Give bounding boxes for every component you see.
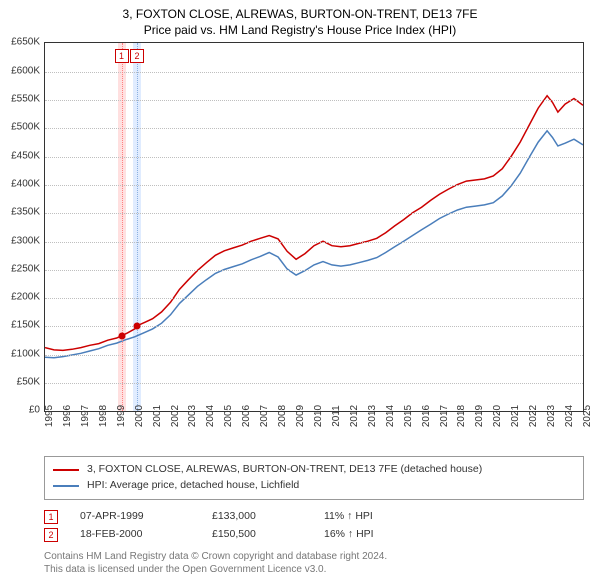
grid-line-h	[45, 270, 583, 271]
sale-price: £150,500	[212, 526, 302, 544]
x-tick-label: 2000	[134, 405, 145, 427]
sale-row: 1 07-APR-1999 £133,000 11% ↑ HPI	[44, 508, 600, 526]
x-tick-label: 2007	[259, 405, 270, 427]
sale-number-box: 1	[44, 510, 58, 524]
x-tick-label: 2004	[205, 405, 216, 427]
sale-marker-line	[122, 43, 123, 411]
x-tick-label: 2016	[421, 405, 432, 427]
y-tick-label: £100K	[11, 348, 40, 359]
grid-line-h	[45, 72, 583, 73]
x-tick-label: 2006	[241, 405, 252, 427]
attribution-line-2: This data is licensed under the Open Gov…	[44, 563, 600, 576]
y-tick-label: £450K	[11, 150, 40, 161]
title-line-1: 3, FOXTON CLOSE, ALREWAS, BURTON-ON-TREN…	[0, 6, 600, 22]
x-tick-label: 2019	[474, 405, 485, 427]
x-tick-label: 1995	[44, 405, 55, 427]
legend-row: 3, FOXTON CLOSE, ALREWAS, BURTON-ON-TREN…	[53, 462, 575, 478]
x-tick-label: 2020	[492, 405, 503, 427]
x-tick-label: 2002	[170, 405, 181, 427]
sale-date: 07-APR-1999	[80, 508, 190, 526]
y-tick-label: £600K	[11, 65, 40, 76]
x-tick-label: 1997	[80, 405, 91, 427]
grid-line-h	[45, 100, 583, 101]
y-tick-label: £650K	[11, 37, 40, 48]
x-tick-label: 1999	[116, 405, 127, 427]
sale-row: 2 18-FEB-2000 £150,500 16% ↑ HPI	[44, 526, 600, 544]
y-tick-label: £50K	[17, 377, 40, 388]
y-tick-label: £200K	[11, 292, 40, 303]
chart-area: 12 £0£50K£100K£150K£200K£250K£300K£350K£…	[44, 42, 584, 412]
x-tick-label: 2017	[439, 405, 450, 427]
sale-number-box: 2	[44, 528, 58, 542]
x-tick-label: 2012	[349, 405, 360, 427]
sale-dot	[118, 333, 125, 340]
legend-swatch	[53, 469, 79, 471]
sale-marker-label: 2	[130, 49, 144, 63]
attribution: Contains HM Land Registry data © Crown c…	[44, 550, 600, 576]
x-tick-label: 1998	[98, 405, 109, 427]
x-tick-label: 2014	[385, 405, 396, 427]
grid-line-h	[45, 298, 583, 299]
x-tick-label: 2010	[313, 405, 324, 427]
sale-date: 18-FEB-2000	[80, 526, 190, 544]
y-tick-label: £550K	[11, 93, 40, 104]
y-tick-label: £400K	[11, 178, 40, 189]
grid-line-h	[45, 128, 583, 129]
title-block: 3, FOXTON CLOSE, ALREWAS, BURTON-ON-TREN…	[0, 0, 600, 38]
legend-box: 3, FOXTON CLOSE, ALREWAS, BURTON-ON-TREN…	[44, 456, 584, 500]
sale-marker-label: 1	[115, 49, 129, 63]
y-tick-label: £350K	[11, 207, 40, 218]
sale-dot	[133, 323, 140, 330]
x-tick-label: 2013	[367, 405, 378, 427]
grid-line-h	[45, 213, 583, 214]
legend-row: HPI: Average price, detached house, Lich…	[53, 478, 575, 494]
sale-marker-line	[137, 43, 138, 411]
y-tick-label: £0	[29, 405, 40, 416]
series-property	[45, 96, 583, 351]
title-line-2: Price paid vs. HM Land Registry's House …	[0, 22, 600, 38]
grid-line-h	[45, 242, 583, 243]
chart-container: 3, FOXTON CLOSE, ALREWAS, BURTON-ON-TREN…	[0, 0, 600, 576]
y-tick-label: £250K	[11, 263, 40, 274]
attribution-line-1: Contains HM Land Registry data © Crown c…	[44, 550, 600, 563]
x-tick-label: 2001	[152, 405, 163, 427]
plot-region: 12	[44, 42, 584, 412]
x-tick-label: 2024	[564, 405, 575, 427]
x-tick-label: 2003	[187, 405, 198, 427]
y-tick-label: £300K	[11, 235, 40, 246]
line-layer	[45, 43, 583, 411]
legend-label: HPI: Average price, detached house, Lich…	[87, 478, 299, 494]
x-tick-label: 2022	[528, 405, 539, 427]
sale-price: £133,000	[212, 508, 302, 526]
grid-line-h	[45, 185, 583, 186]
sale-diff: 16% ↑ HPI	[324, 526, 444, 544]
x-tick-label: 1996	[62, 405, 73, 427]
grid-line-h	[45, 326, 583, 327]
sales-rows: 1 07-APR-1999 £133,000 11% ↑ HPI 2 18-FEB-200…	[44, 508, 600, 544]
x-tick-label: 2005	[223, 405, 234, 427]
x-tick-label: 2021	[510, 405, 521, 427]
x-tick-label: 2018	[456, 405, 467, 427]
x-tick-label: 2015	[403, 405, 414, 427]
y-tick-label: £500K	[11, 122, 40, 133]
x-tick-label: 2025	[582, 405, 593, 427]
x-tick-label: 2009	[295, 405, 306, 427]
x-tick-label: 2023	[546, 405, 557, 427]
grid-line-h	[45, 157, 583, 158]
grid-line-h	[45, 355, 583, 356]
y-tick-label: £150K	[11, 320, 40, 331]
legend-label: 3, FOXTON CLOSE, ALREWAS, BURTON-ON-TREN…	[87, 462, 482, 478]
sale-diff: 11% ↑ HPI	[324, 508, 444, 526]
x-tick-label: 2011	[331, 406, 342, 428]
x-tick-label: 2008	[277, 405, 288, 427]
grid-line-h	[45, 383, 583, 384]
series-hpi	[45, 131, 583, 358]
legend-swatch	[53, 485, 79, 487]
